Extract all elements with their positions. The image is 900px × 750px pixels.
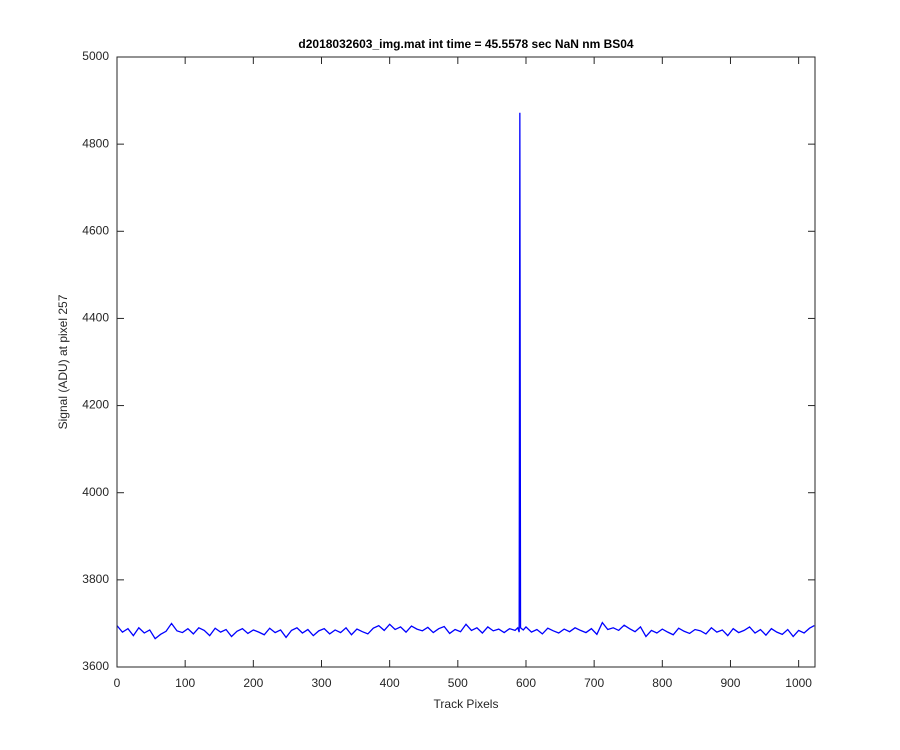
- y-tick-label: 4200: [82, 398, 109, 412]
- x-tick-label: 1000: [785, 676, 812, 690]
- y-tick-label: 4400: [82, 311, 109, 325]
- chart-title: d2018032603_img.mat int time = 45.5578 s…: [298, 37, 634, 51]
- y-tick-label: 4000: [82, 485, 109, 499]
- y-axis-label: Signal (ADU) at pixel 257: [56, 294, 70, 429]
- y-tick-label: 4600: [82, 223, 109, 237]
- y-tick-label: 3800: [82, 572, 109, 586]
- x-tick-label: 800: [652, 676, 672, 690]
- x-tick-label: 100: [175, 676, 195, 690]
- y-tick-label: 5000: [82, 49, 109, 63]
- y-tick-label: 4800: [82, 136, 109, 150]
- axes-box: [116, 56, 816, 668]
- x-tick-label: 900: [720, 676, 740, 690]
- y-tick-label: 3600: [82, 659, 109, 673]
- x-tick-label: 0: [114, 676, 121, 690]
- x-tick-label: 200: [243, 676, 263, 690]
- x-tick-label: 400: [380, 676, 400, 690]
- x-tick-label: 500: [448, 676, 468, 690]
- data-line: [116, 112, 815, 640]
- x-tick-label: 300: [311, 676, 331, 690]
- x-tick-label: 600: [516, 676, 536, 690]
- x-axis-label: Track Pixels: [434, 697, 499, 711]
- x-tick-label: 700: [584, 676, 604, 690]
